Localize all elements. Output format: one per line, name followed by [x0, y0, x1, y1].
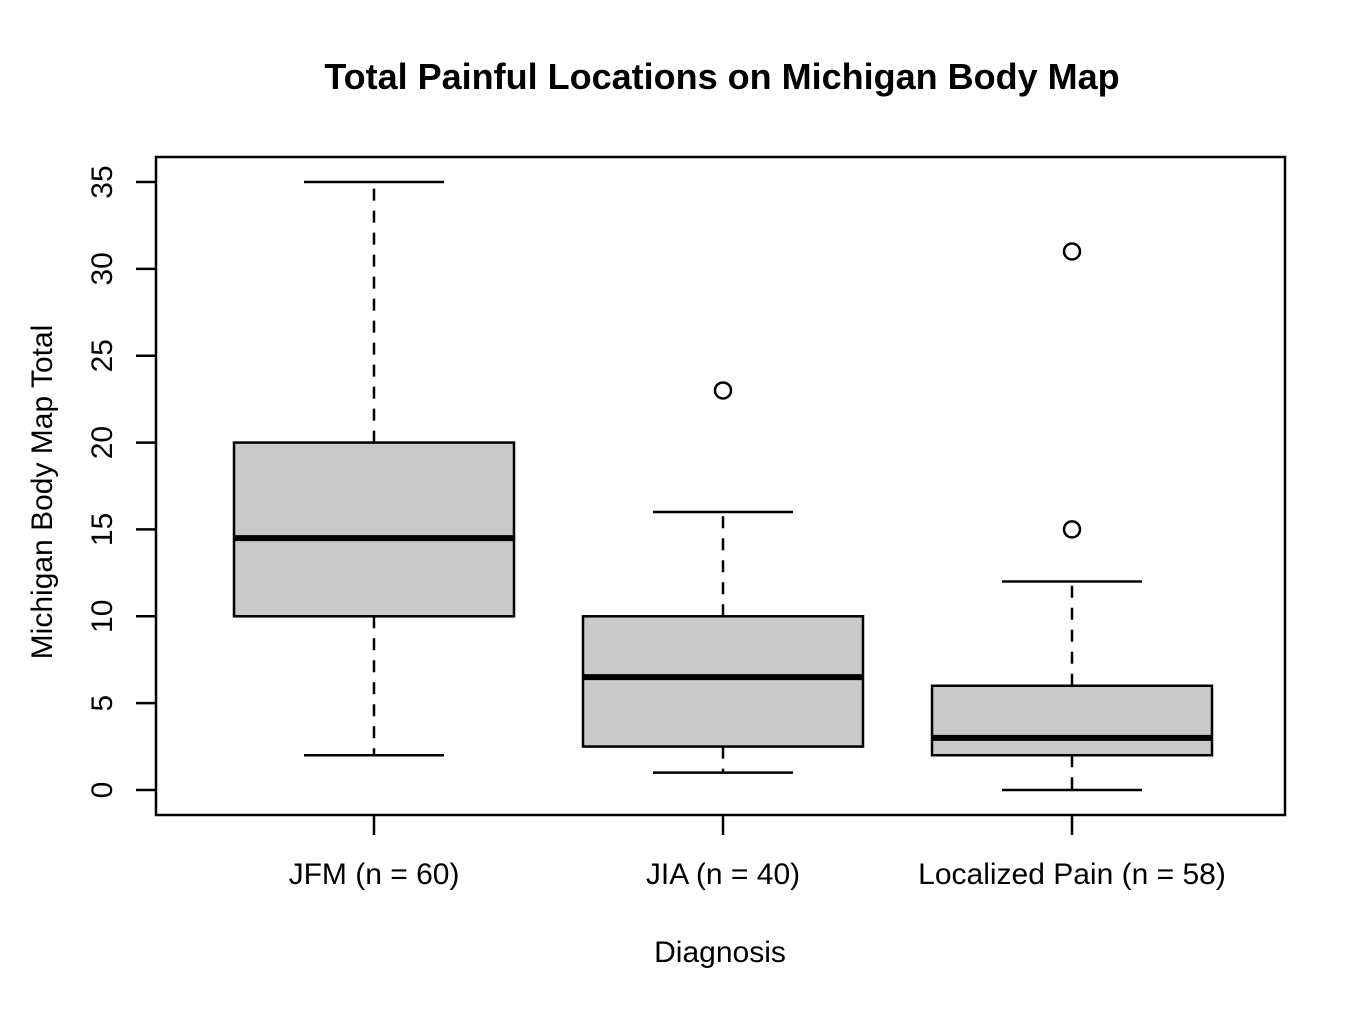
- outlier-point: [1062, 520, 1082, 539]
- iqr-box: [930, 684, 1214, 757]
- y-tick-label: 20: [86, 426, 119, 459]
- y-axis-label: Michigan Body Map Total: [26, 325, 59, 660]
- plot-area: 0 5 10 15 20 25 30 35 JFM (n = 60) JIA (n = 40) Lo…: [86, 155, 1287, 891]
- y-tick-label: 5: [86, 695, 119, 712]
- y-tick-label: 15: [86, 513, 119, 546]
- y-tick-label: 25: [86, 339, 119, 372]
- iqr-box: [232, 441, 516, 618]
- y-tick-label: 10: [86, 600, 119, 633]
- chart-title: Total Painful Locations on Michigan Body…: [324, 56, 1119, 97]
- x-category-label: JIA (n = 40): [646, 858, 800, 891]
- outlier-point: [713, 381, 733, 400]
- outlier-point: [1062, 242, 1082, 261]
- y-tick-label: 30: [86, 252, 119, 285]
- x-axis-label: Diagnosis: [654, 936, 786, 969]
- x-category-label: Localized Pain (n = 58): [918, 858, 1226, 891]
- y-tick-label: 35: [86, 165, 119, 198]
- plot-border: [154, 155, 1287, 817]
- x-category-label: JFM (n = 60): [289, 858, 460, 891]
- y-tick-label: 0: [86, 782, 119, 799]
- iqr-box: [581, 615, 865, 748]
